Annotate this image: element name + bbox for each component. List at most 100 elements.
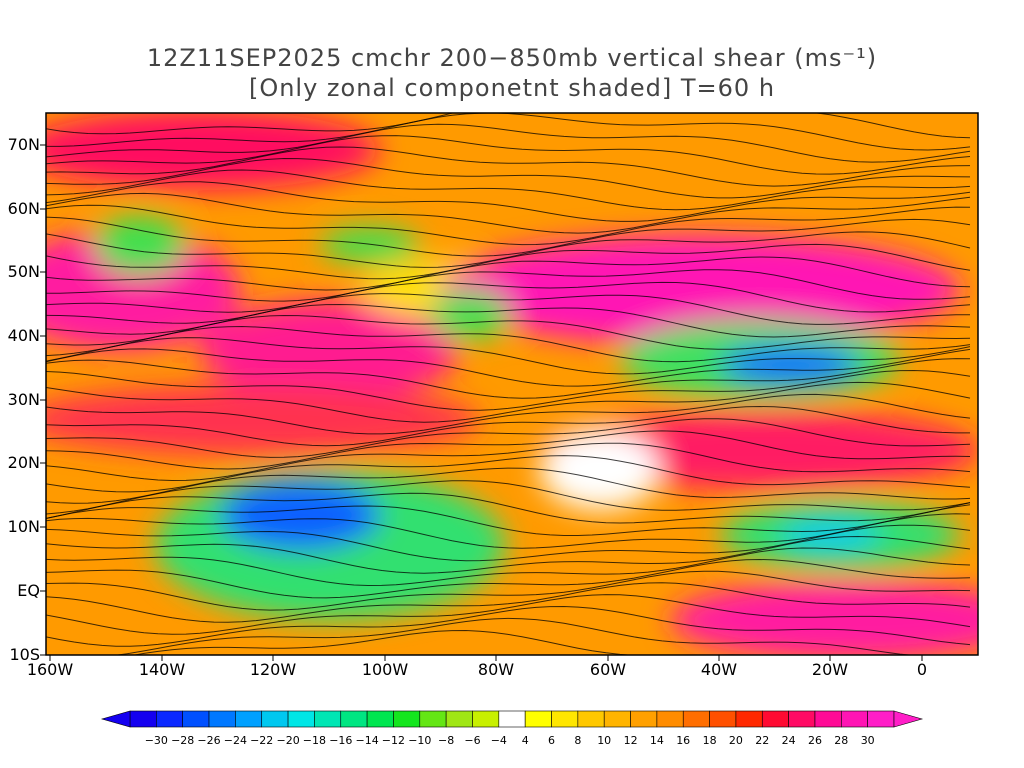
colorbar-label: 20 [728,734,743,747]
green-patch-northeast [430,290,510,340]
lat-label-20n: 20N [7,453,40,472]
green-patch-canada [320,227,420,263]
streamline [46,535,971,574]
streamline [46,358,971,399]
streamline [46,467,971,504]
jet-south-atlantic [670,580,978,655]
colorbar-swatch [682,710,710,728]
streamline [46,405,970,447]
colorbar-swatch [867,710,895,728]
lon-label-60w: 60W [589,660,627,679]
jet-west-pacific [46,230,240,350]
streamline [46,492,971,524]
colorbar-label: −28 [171,734,195,747]
map-title-line1: 12Z11SEP2025 cmchr 200−850mb vertical sh… [146,44,878,72]
blue-core-east-pacific [220,480,380,550]
colorbar-label: 16 [676,734,691,747]
colorbar-low-arrow [100,710,131,728]
streamline [46,135,971,175]
colorbar-swatch [182,710,210,728]
colorbar-label: −8 [437,734,455,747]
streamline [114,617,915,655]
lon-label-120w: 120W [249,660,297,679]
streamline [46,325,971,363]
lat-label-30n: 30N [7,390,40,409]
lon-label-160w: 160W [26,660,74,679]
lat-label-10n: 10N [7,517,40,536]
colorbar-swatch [287,710,315,728]
streamline [46,582,971,623]
lat-label-50n: 50N [7,262,40,281]
streamline [46,348,971,387]
lat-label-40n: 40N [7,326,40,345]
streamline [46,314,971,350]
lat-label-70n: 70N [7,135,40,154]
streamline [46,547,971,587]
colorbar-swatch [208,710,236,728]
colorbar-label: 8 [574,734,582,747]
colorbar-swatch [314,710,342,728]
blue-core-atlantic [720,347,860,383]
colorbar-swatch [393,710,421,728]
colorbar-label: 24 [781,734,796,747]
streamline [46,157,971,199]
colorbar-swatch [129,710,157,728]
colorbar-label: 4 [521,734,529,747]
streamline [46,269,971,302]
colorbar-label: 12 [623,734,638,747]
jet-north-pacific [46,113,380,190]
colorbar-swatch [340,710,368,728]
colorbar-label: −12 [381,734,405,747]
streamline [46,418,971,458]
colorbar-label: 22 [755,734,770,747]
streamline [46,594,971,635]
streamline [46,558,971,599]
colorbar-swatch [761,710,789,728]
lon-label-20w: 20W [811,660,849,679]
colorbar-label: −22 [250,734,274,747]
lat-label-eq: EQ [17,581,40,600]
streamline [46,430,971,470]
colorbar-swatch [709,710,737,728]
colorbar-label: 18 [702,734,717,747]
lon-label-140w: 140W [138,660,186,679]
colorbar-label: −26 [197,734,221,747]
colorbar-label: −14 [355,734,379,747]
streamline [46,113,971,139]
colorbar-label: −20 [276,734,300,747]
streamline [46,369,971,411]
lon-label-40w: 40W [700,660,738,679]
green-patch-alaska [95,215,185,275]
streamline [46,442,971,482]
colorbar-swatch [788,710,816,728]
streamline [46,169,971,211]
streamline [46,281,971,313]
colorbar-label: −30 [144,734,168,747]
streamline [46,256,971,291]
colorbar-label: 30 [860,734,875,747]
colorbar-label: −16 [329,734,353,747]
streamline [46,393,971,435]
streamline [46,293,970,325]
streamline [46,123,971,163]
streamline [46,337,971,375]
streamline [46,204,971,246]
streamline [46,480,971,515]
colorbar-label: 14 [649,734,664,747]
lat-label-60n: 60N [7,199,40,218]
colorbar-swatch [419,710,447,728]
white-patch-caribbean [540,430,660,510]
streamline [46,243,971,280]
streamline [46,513,971,549]
colorbar-high-arrow [893,710,924,728]
colorbar-label: −18 [302,734,326,747]
lon-label-80w: 80W [477,660,515,679]
colorbar-label: −4 [490,734,507,747]
colorbar-label: 28 [834,734,849,747]
map-title-line2: [Only zonal componetnt shaded] T=60 h [248,74,776,102]
streamline [132,629,761,655]
colorbar-swatch [577,710,605,728]
lon-label-0: 0 [916,660,928,679]
colorbar-swatch [498,710,526,728]
streamlines [46,113,971,655]
